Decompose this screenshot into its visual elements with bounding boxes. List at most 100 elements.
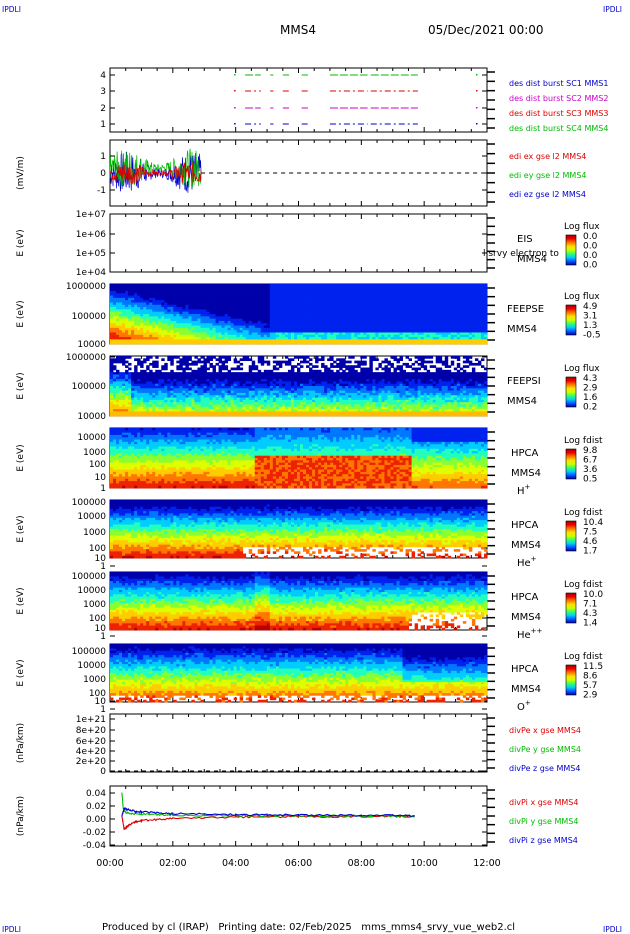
heatmap-cell <box>182 288 186 292</box>
heatmap-cell <box>408 316 412 320</box>
heatmap-cell <box>176 304 180 308</box>
heatmap-cell <box>125 388 129 392</box>
heatmap-cell <box>197 406 201 410</box>
heatmap-cell <box>435 334 440 338</box>
heatmap-cell <box>155 339 159 343</box>
heatmap-cell <box>215 406 219 410</box>
heatmap-cell <box>468 330 473 333</box>
heatmap-cell <box>483 286 488 290</box>
heatmap-cell <box>468 323 473 326</box>
heatmap-cell <box>137 334 141 338</box>
heatmap-cell <box>158 404 162 408</box>
heatmap-cell <box>468 311 473 315</box>
heatmap-cell <box>263 323 268 326</box>
heatmap-cell <box>185 316 189 320</box>
heatmap-cell <box>408 309 412 313</box>
heatmap-cell <box>152 323 156 326</box>
heatmap-cell <box>351 332 355 336</box>
heatmap-cell <box>221 337 226 340</box>
heatmap-cell <box>116 388 120 392</box>
heatmap-cell <box>417 325 422 329</box>
heatmap-cell <box>417 327 422 331</box>
heatmap-cell <box>327 304 331 308</box>
heatmap-cell <box>125 413 129 417</box>
heatmap-cell <box>227 404 232 408</box>
heatmap-cell <box>369 311 373 315</box>
heatmap-cell <box>366 300 370 303</box>
heatmap-cell <box>137 288 141 292</box>
heatmap-cell <box>251 413 256 417</box>
heatmap-cell <box>330 293 334 296</box>
heatmap-cell <box>257 381 262 385</box>
heatmap-cell <box>363 337 367 340</box>
heatmap-cell <box>188 395 192 398</box>
heatmap-cell <box>239 302 244 306</box>
heatmap-cell <box>257 411 262 415</box>
heatmap-cell <box>227 402 232 405</box>
heatmap-cell <box>254 395 259 398</box>
heatmap-cell <box>405 293 409 296</box>
heatmap-cell <box>134 358 138 362</box>
heatmap-cell <box>339 290 343 294</box>
heatmap-cell <box>384 311 388 315</box>
heatmap-cell <box>218 288 222 292</box>
heatmap-cell <box>212 286 216 290</box>
heatmap-cell <box>188 381 192 385</box>
heatmap-cell <box>167 302 171 306</box>
heatmap-cell <box>197 397 201 401</box>
heatmap-cell <box>146 318 150 322</box>
heatmap-cell <box>209 374 213 378</box>
heatmap-cell <box>300 314 304 317</box>
heatmap-cell <box>197 316 201 320</box>
heatmap-cell <box>179 295 183 299</box>
heatmap-cell <box>245 381 250 385</box>
heatmap-cell <box>224 386 229 389</box>
heatmap-cell <box>269 297 274 301</box>
heatmap-cell <box>197 327 201 331</box>
heatmap-cell <box>450 316 455 320</box>
heatmap-cell <box>119 358 123 362</box>
heatmap-cell <box>221 330 226 333</box>
heatmap-cell <box>161 358 165 362</box>
heatmap-cell <box>122 286 126 290</box>
heatmap-cell <box>116 411 120 415</box>
heatmap-cell <box>149 413 153 417</box>
heatmap-cell <box>303 318 307 322</box>
heatmap-cell <box>218 314 222 317</box>
heatmap-cell <box>447 332 452 336</box>
heatmap-cell <box>179 316 183 320</box>
heatmap-cell <box>164 397 168 401</box>
heatmap-cell <box>266 318 271 322</box>
heatmap-cell <box>119 337 123 340</box>
heatmap-cell <box>113 367 117 371</box>
heatmap-cell <box>137 392 141 396</box>
heatmap-cell <box>417 330 422 333</box>
heatmap-cell <box>188 325 192 329</box>
heatmap-cell <box>336 314 340 317</box>
heatmap-cell <box>125 307 129 310</box>
heatmap-cell <box>212 374 216 378</box>
heatmap-cell <box>248 388 253 392</box>
heatmap-cell <box>303 290 307 294</box>
heatmap-cell <box>375 304 379 308</box>
heatmap-cell <box>176 372 180 375</box>
heatmap-cell <box>179 311 183 315</box>
heatmap-cell <box>119 372 123 375</box>
heatmap-cell <box>333 284 337 287</box>
heatmap-cell <box>236 339 241 343</box>
heatmap-cell <box>122 341 126 345</box>
heatmap-cell <box>420 316 425 320</box>
heatmap-cell <box>161 399 165 403</box>
heatmap-cell <box>125 330 129 333</box>
heatmap-cell <box>167 397 171 401</box>
heatmap-cell <box>194 376 198 380</box>
heatmap-cell <box>278 397 283 401</box>
heatmap-cell <box>378 337 382 340</box>
heatmap-cell <box>348 309 352 313</box>
heatmap-cell <box>179 327 183 331</box>
heatmap-cell <box>474 314 479 317</box>
heatmap-cell <box>248 330 253 333</box>
heatmap-cell <box>260 372 265 375</box>
heatmap-cell <box>462 320 467 324</box>
